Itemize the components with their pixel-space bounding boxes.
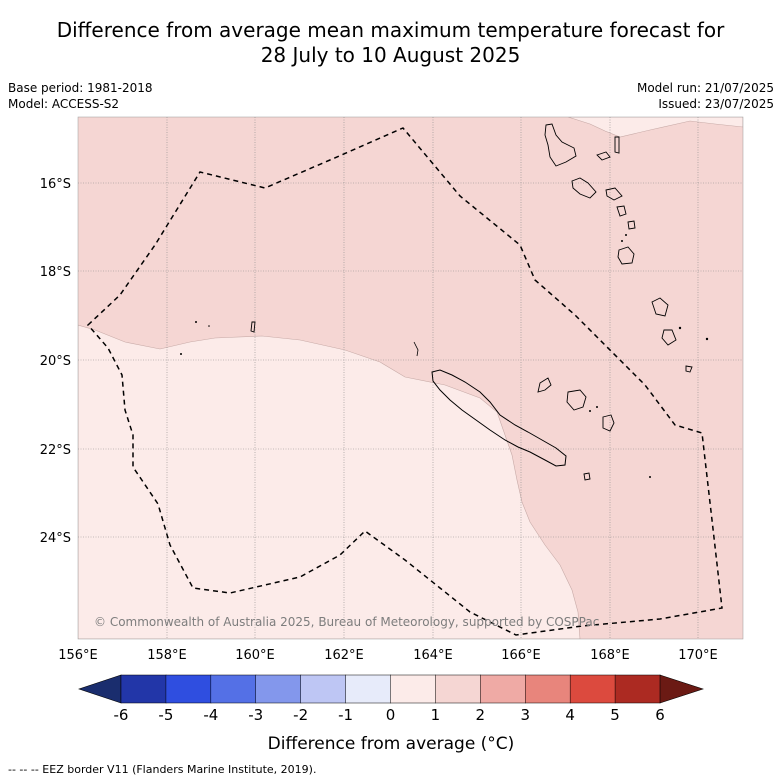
colorbar-cell: [390, 674, 436, 704]
meta-right: Model run: 21/07/2025 Issued: 23/07/2025: [637, 80, 774, 112]
colorbar-tick-label: -5: [158, 706, 173, 724]
lat-label-22s: 22°S: [40, 443, 71, 458]
lon-label-156e: 156°E: [58, 648, 98, 663]
colorbar-cell: [165, 674, 212, 704]
colorbar-cell: [480, 674, 526, 704]
map-title: Difference from average mean maximum tem…: [0, 18, 781, 68]
erromango-island: [651, 297, 669, 317]
aneityum-island: [685, 365, 693, 373]
colorbar-cell: [300, 674, 347, 704]
lat-label-24s: 24°S: [40, 531, 71, 546]
longitude-labels: 156°E 158°E 160°E 162°E 164°E 166°E 168°…: [58, 648, 718, 663]
title-line-1: Difference from average mean maximum tem…: [56, 18, 725, 42]
colorbar-tick-label: 0: [386, 706, 396, 724]
colorbar-tick-label: 4: [565, 706, 575, 724]
colorbar-cell: [614, 674, 661, 704]
colorbar-tick-label: 5: [610, 706, 620, 724]
ambrym-island: [605, 187, 623, 201]
base-period: Base period: 1981-2018: [8, 81, 153, 95]
graticule: [78, 117, 743, 639]
colorbar: -6 -5 -4 -3 -2 -1 0 1 2 3 4 5 6 Difference from aver…: [78, 674, 704, 754]
epi-island: [616, 205, 627, 217]
lon-label-168e: 168°E: [590, 648, 630, 663]
colorbar-cell: [120, 674, 167, 704]
lon-label-164e: 164°E: [413, 648, 453, 663]
copyright-notice: © Commonwealth of Australia 2025, Bureau…: [94, 615, 599, 629]
meta-left: Base period: 1981-2018 Model: ACCESS-S2: [8, 80, 153, 112]
anomaly-region-0-1-north: [567, 117, 743, 138]
colorbar-tick-label: 1: [431, 706, 441, 724]
lat-label-20s: 20°S: [40, 354, 71, 369]
latitude-labels: 16°S 18°S 20°S 22°S 24°S: [40, 177, 71, 546]
title-line-2: 28 July to 10 August 2025: [260, 43, 521, 67]
colorbar-cell: [569, 674, 616, 704]
colorbar-cell: [435, 674, 481, 704]
colorbar-cell: [345, 674, 392, 704]
lifou-island: [566, 389, 587, 411]
lat-label-18s: 18°S: [40, 265, 71, 280]
colorbar-tick-label: -2: [293, 706, 308, 724]
colorbar-tick-label: 6: [655, 706, 665, 724]
mare-island: [602, 414, 615, 432]
colorbar-tick-label: 3: [520, 706, 530, 724]
small-islets: [180, 234, 709, 478]
issued-date: Issued: 23/07/2025: [658, 97, 774, 111]
espiritu-santo-island: [544, 123, 577, 167]
tanna-island: [661, 329, 677, 346]
map-frame: [77, 116, 744, 640]
lat-label-16s: 16°S: [40, 177, 71, 192]
colorbar-tick-label: -1: [338, 706, 353, 724]
ouvea-island: [537, 377, 552, 393]
efate-island: [617, 246, 635, 265]
malakula-island: [571, 177, 597, 199]
lon-label-166e: 166°E: [501, 648, 541, 663]
belep-islands: [413, 341, 419, 357]
forecast-map: © Commonwealth of Australia 2025, Bureau…: [40, 116, 744, 754]
eez-legend-note: -- -- -- EEZ border V11 (Flanders Marine…: [8, 763, 317, 776]
model-name: Model: ACCESS-S2: [8, 97, 120, 111]
chesterfield-islands: [250, 321, 256, 333]
eez-border: [86, 127, 723, 636]
colorbar-extend-low: [78, 674, 122, 704]
colorbar-cell: [525, 674, 571, 704]
shepherd-islands: [627, 220, 636, 230]
pentecost-island: [614, 136, 620, 154]
colorbar-tick-label: -6: [114, 706, 129, 724]
map-area: [78, 117, 743, 639]
isle-of-pines: [583, 472, 591, 481]
colorbar-tick-label: 2: [476, 706, 486, 724]
model-run: Model run: 21/07/2025: [636, 81, 774, 95]
lon-label-162e: 162°E: [324, 648, 364, 663]
lon-label-170e: 170°E: [678, 648, 718, 663]
lon-label-160e: 160°E: [235, 648, 275, 663]
lon-label-158e: 158°E: [147, 648, 187, 663]
colorbar-label: Difference from average (°C): [268, 734, 515, 754]
maewo-island: [596, 151, 611, 161]
colorbar-tick-label: -3: [248, 706, 263, 724]
new-caledonia-outline: [431, 369, 567, 467]
colorbar-tick-label: -4: [203, 706, 218, 724]
colorbar-extend-high: [659, 674, 704, 704]
colorbar-cell: [210, 674, 257, 704]
colorbar-cell: [255, 674, 302, 704]
